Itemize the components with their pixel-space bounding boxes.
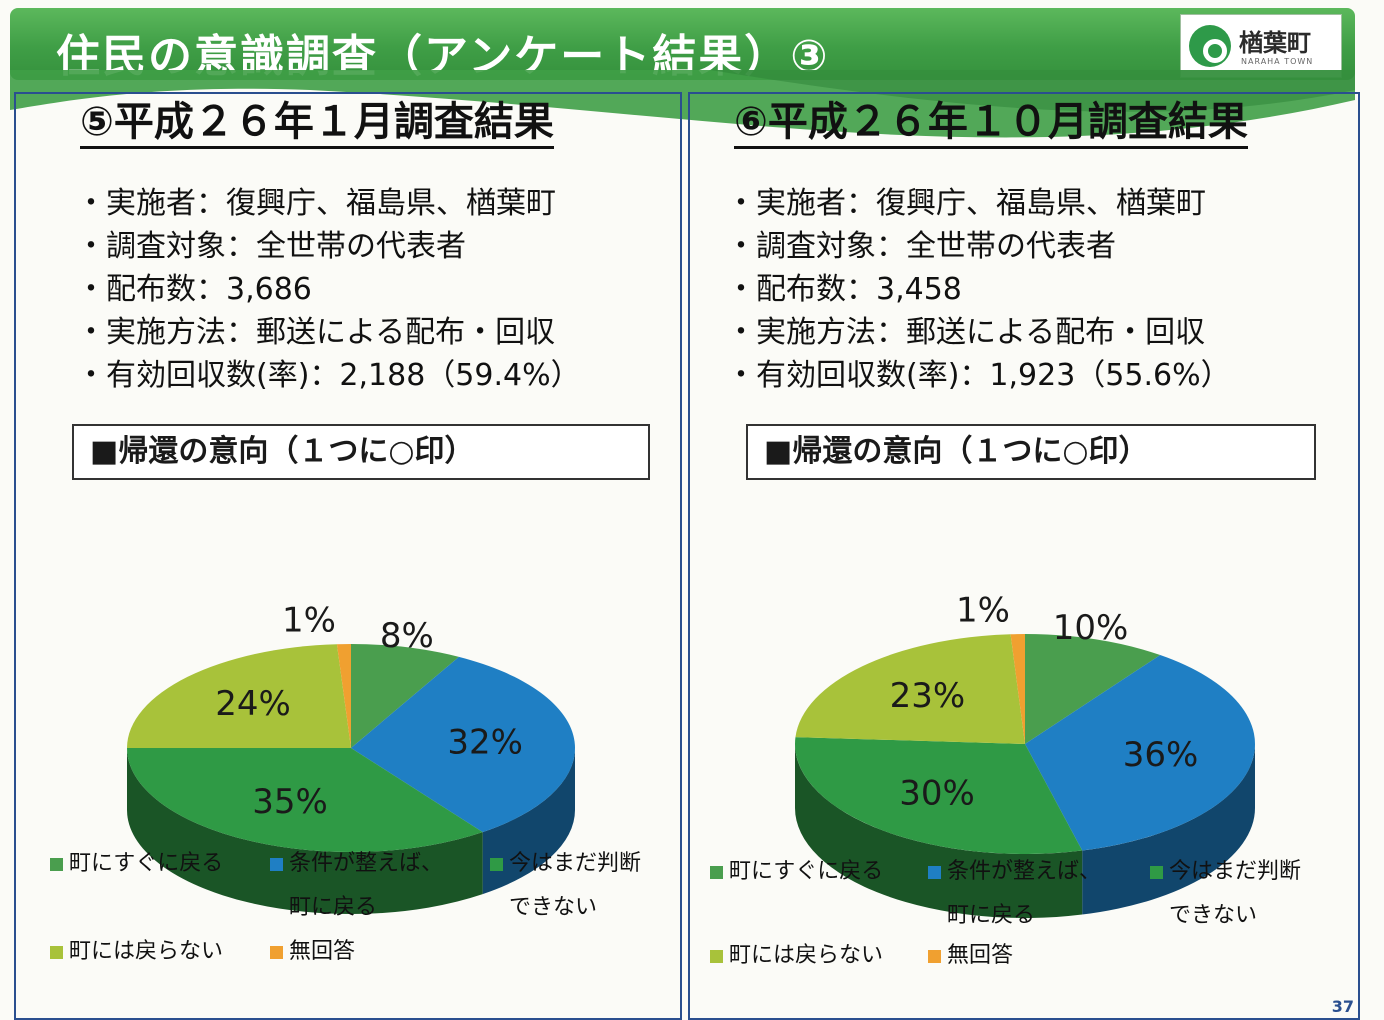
legend-item-undecided: 今はまだ判断 できない bbox=[490, 842, 641, 930]
data-label: 23% bbox=[890, 676, 966, 716]
legend-swatch bbox=[50, 945, 63, 959]
data-label: 36% bbox=[1123, 735, 1199, 775]
logo-subtitle: NARAHA TOWN bbox=[1241, 57, 1314, 66]
legend-item-return-if: 条件が整えば、 町に戻る bbox=[928, 850, 1101, 938]
question-box-jan: ■帰還の意向（１つに○印） bbox=[72, 424, 650, 480]
legend-swatch bbox=[710, 949, 723, 963]
legend-swatch bbox=[50, 857, 63, 871]
legend-swatch bbox=[710, 865, 723, 879]
slice-return-if bbox=[351, 656, 576, 833]
legend-item-return-if: 条件が整えば、 町に戻る bbox=[270, 842, 443, 930]
slice-return-now bbox=[1025, 634, 1161, 744]
info-item: 配布数：3,686 bbox=[76, 268, 581, 311]
page-number: 37 bbox=[1331, 997, 1354, 1016]
legend-item-return-now: 町にすぐに戻る bbox=[710, 850, 883, 894]
legend-item-undecided: 今はまだ判断 できない bbox=[1150, 850, 1301, 938]
slice-undecided-side bbox=[795, 744, 1083, 918]
slice-return-if bbox=[1025, 655, 1255, 851]
survey-info-oct: 実施者：復興庁、福島県、楢葉町 調査対象：全世帯の代表者 配布数：3,458 実… bbox=[726, 182, 1231, 397]
legend-swatch bbox=[490, 857, 503, 871]
data-label: 10% bbox=[1053, 608, 1129, 648]
slice-return-now bbox=[351, 644, 459, 748]
info-item: 有効回収数(率)：1,923（55.6%） bbox=[726, 354, 1231, 397]
info-item: 配布数：3,458 bbox=[726, 268, 1231, 311]
pie-chart-jan: 8% 32% 35% 24% 1% bbox=[127, 601, 576, 914]
legend-item-not-return: 町には戻らない bbox=[710, 934, 883, 978]
legend-item-no-answer: 無回答 bbox=[928, 934, 1013, 978]
slice-undecided-side bbox=[127, 748, 483, 914]
legend-swatch bbox=[928, 865, 941, 879]
info-item: 実施方法：郵送による配布・回収 bbox=[726, 311, 1231, 354]
slice-not-return bbox=[127, 644, 351, 748]
legend-item-return-now: 町にすぐに戻る bbox=[50, 842, 223, 886]
survey-panel-jan: ⑤平成２６年１月調査結果 実施者：復興庁、福島県、楢葉町 調査対象：全世帯の代表… bbox=[14, 92, 682, 1020]
legend-swatch bbox=[270, 945, 283, 959]
header-bar: 住民の意識調査（アンケート結果）③ bbox=[10, 8, 1355, 82]
slice-return-if-side bbox=[482, 748, 575, 895]
data-label: 30% bbox=[899, 773, 975, 813]
survey-panel-oct: ⑥平成２６年１０月調査結果 実施者：復興庁、福島県、楢葉町 調査対象：全世帯の代… bbox=[688, 92, 1360, 1020]
pie-chart-oct: 10% 36% 30% 23% 1% bbox=[795, 591, 1255, 918]
data-label: 24% bbox=[215, 684, 291, 724]
data-label: 35% bbox=[252, 782, 328, 822]
slice-return-if-side bbox=[1082, 744, 1255, 915]
info-item: 有効回収数(率)：2,188（59.4%） bbox=[76, 354, 581, 397]
slice-no-answer bbox=[336, 644, 351, 748]
data-label: 32% bbox=[447, 723, 523, 763]
info-item: 実施方法：郵送による配布・回収 bbox=[76, 311, 581, 354]
legend-swatch bbox=[928, 949, 941, 963]
survey-info-jan: 実施者：復興庁、福島県、楢葉町 調査対象：全世帯の代表者 配布数：3,686 実… bbox=[76, 182, 581, 397]
legend-swatch bbox=[1150, 865, 1163, 879]
legend-item-not-return: 町には戻らない bbox=[50, 930, 223, 974]
slice-no-answer bbox=[1010, 634, 1025, 744]
legend-oct: 町にすぐに戻る 条件が整えば、 町に戻る 今はまだ判断 できない 町には戻らない 無… bbox=[710, 850, 1350, 990]
info-item: 実施者：復興庁、福島県、楢葉町 bbox=[726, 182, 1231, 225]
info-item: 実施者：復興庁、福島県、楢葉町 bbox=[76, 182, 581, 225]
page-title: 住民の意識調査（アンケート結果）③ bbox=[56, 31, 830, 82]
slice-undecided bbox=[127, 748, 483, 852]
data-label: 8% bbox=[380, 616, 434, 656]
info-item: 調査対象：全世帯の代表者 bbox=[726, 225, 1231, 268]
town-logo: 楢葉町 NARAHA TOWN bbox=[1180, 14, 1342, 78]
legend-jan: 町にすぐに戻る 条件が整えば、 町に戻る 今はまだ判断 できない 町には戻らない 無… bbox=[50, 842, 680, 982]
info-item: 調査対象：全世帯の代表者 bbox=[76, 225, 581, 268]
data-label: 1% bbox=[956, 591, 1010, 631]
legend-item-no-answer: 無回答 bbox=[270, 930, 355, 974]
legend-swatch bbox=[270, 857, 283, 871]
slice-not-return bbox=[795, 634, 1025, 744]
question-box-oct: ■帰還の意向（１つに○印） bbox=[746, 424, 1316, 480]
panel-title-jan: ⑤平成２６年１月調査結果 bbox=[80, 98, 554, 149]
logo-name: 楢葉町 bbox=[1239, 29, 1311, 57]
town-emblem-icon bbox=[1189, 25, 1231, 67]
slice-undecided bbox=[795, 737, 1083, 854]
panel-title-oct: ⑥平成２６年１０月調査結果 bbox=[734, 98, 1248, 149]
data-label: 1% bbox=[282, 601, 336, 641]
